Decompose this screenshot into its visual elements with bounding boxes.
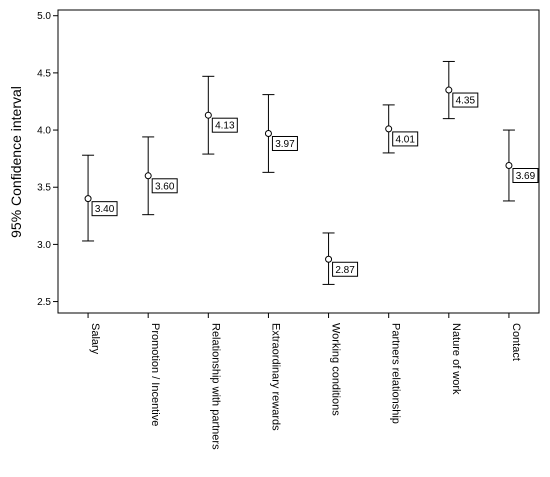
value-label-box xyxy=(211,117,238,133)
error-bars: 3.40 3.60 4.13 3.97 2.87 4.01 4.35 3.69 xyxy=(82,60,539,285)
y-tick-label: 5.0 xyxy=(37,11,51,22)
mean-marker xyxy=(325,255,333,263)
mean-marker xyxy=(505,162,513,170)
x-category-label: Contact xyxy=(510,323,522,361)
value-label: 3.60 xyxy=(155,181,175,192)
value-label: 3.97 xyxy=(275,139,295,150)
mean-marker xyxy=(204,111,212,119)
x-category-label: Salary xyxy=(89,323,101,355)
y-tick-label: 4.0 xyxy=(37,126,51,137)
value-label-box xyxy=(392,131,419,147)
value-label: 4.13 xyxy=(215,121,235,132)
value-label: 4.35 xyxy=(456,96,476,107)
x-category-label: Relationship with partners xyxy=(209,323,221,450)
y-tick-label: 4.5 xyxy=(37,68,51,79)
mean-marker xyxy=(445,86,453,94)
plot-frame xyxy=(57,9,540,314)
mean-marker xyxy=(264,129,272,137)
value-label-box xyxy=(91,201,118,217)
value-label: 4.01 xyxy=(395,134,415,145)
x-category-label: Nature of work xyxy=(450,323,462,395)
value-label: 3.69 xyxy=(516,171,536,182)
mean-marker xyxy=(84,195,92,203)
x-category-label: Partners relationship xyxy=(390,323,402,424)
value-label-box xyxy=(452,92,479,108)
value-label-box xyxy=(151,178,178,194)
y-tick-label: 2.5 xyxy=(37,297,51,308)
y-tick-label: 3.0 xyxy=(37,240,51,251)
value-label: 2.87 xyxy=(335,265,355,276)
value-label: 3.40 xyxy=(95,204,115,215)
y-tick-label: 3.5 xyxy=(37,183,51,194)
x-category-label: Extraordinary rewards xyxy=(269,323,281,431)
value-label-box xyxy=(332,261,359,277)
y-axis-title: 95% Confidence interval xyxy=(8,86,24,238)
mean-marker xyxy=(385,125,393,133)
x-axis: Salary Promotion / Incentive Relationship … xyxy=(87,313,522,450)
x-category-label: Working conditions xyxy=(330,323,342,416)
y-axis: 2.5 3.0 3.5 4.0 4.5 5.0 xyxy=(37,11,58,308)
mean-marker xyxy=(144,172,152,180)
value-label-box xyxy=(271,135,298,151)
value-label-box xyxy=(512,168,539,184)
x-category-label: Promotion / Incentive xyxy=(149,323,161,426)
